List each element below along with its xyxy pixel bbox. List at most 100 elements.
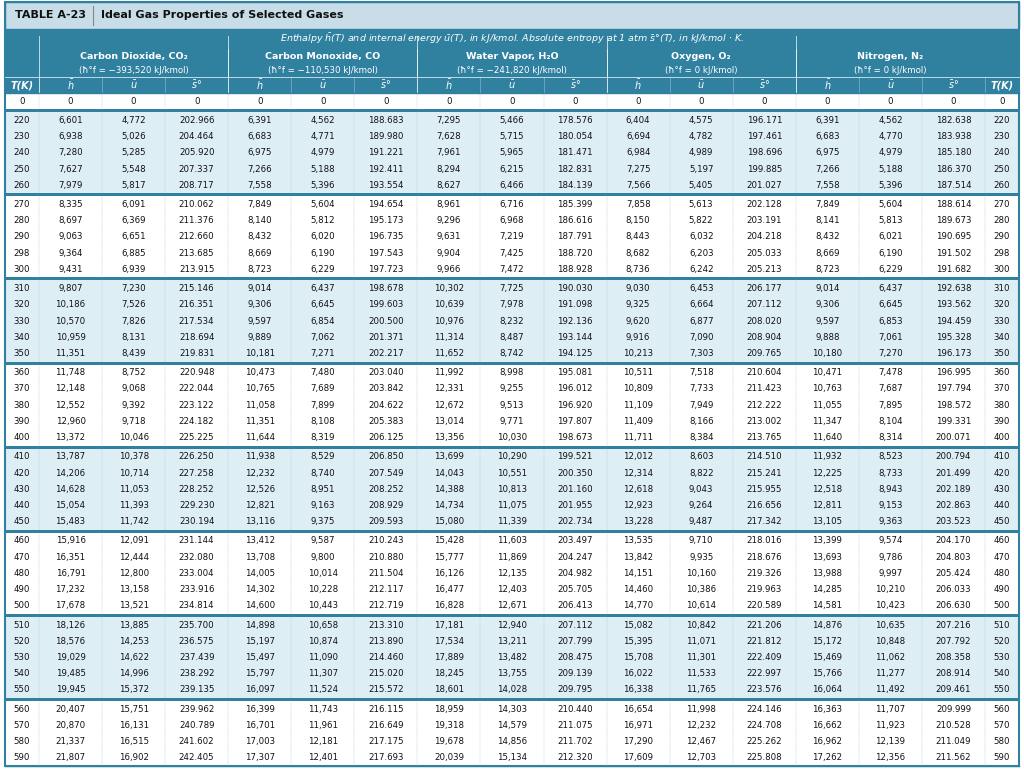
Text: 13,116: 13,116: [245, 517, 274, 526]
Text: Nitrogen, N₂: Nitrogen, N₂: [857, 52, 924, 61]
Text: 15,134: 15,134: [497, 753, 527, 762]
Text: 7,270: 7,270: [879, 349, 903, 358]
Text: 14,898: 14,898: [245, 621, 274, 630]
Text: 9,375: 9,375: [310, 517, 335, 526]
Text: (ħ°f = 0 kJ/kmol): (ħ°f = 0 kJ/kmol): [665, 66, 737, 75]
Text: 7,858: 7,858: [626, 200, 650, 209]
Text: 15,469: 15,469: [812, 653, 843, 662]
Text: 191.502: 191.502: [936, 249, 971, 258]
Text: $\bar{u}$: $\bar{u}$: [508, 79, 516, 91]
Text: 17,232: 17,232: [55, 585, 86, 594]
Bar: [5, 698, 1019, 701]
Text: 11,314: 11,314: [434, 333, 464, 342]
Text: 7,895: 7,895: [879, 400, 902, 410]
Text: 223.122: 223.122: [179, 400, 214, 410]
Text: 217.534: 217.534: [179, 316, 214, 326]
Text: 11,707: 11,707: [876, 705, 905, 714]
Text: 201.160: 201.160: [557, 485, 593, 494]
Text: 9,392: 9,392: [122, 400, 145, 410]
Text: 5,813: 5,813: [879, 216, 903, 225]
Text: 6,683: 6,683: [248, 132, 272, 141]
Text: 18,959: 18,959: [434, 705, 464, 714]
Text: 8,294: 8,294: [436, 165, 461, 173]
Text: 8,432: 8,432: [815, 233, 840, 242]
Text: 8,432: 8,432: [248, 233, 272, 242]
Text: 0: 0: [321, 96, 326, 105]
Text: 16,902: 16,902: [119, 753, 148, 762]
Bar: [5, 633, 1019, 649]
Text: 205.705: 205.705: [557, 585, 593, 594]
Text: 14,285: 14,285: [812, 585, 843, 594]
Text: 201.027: 201.027: [746, 181, 782, 189]
Text: 202.128: 202.128: [746, 200, 782, 209]
Text: 217.342: 217.342: [746, 517, 782, 526]
Text: 9,935: 9,935: [689, 553, 714, 561]
Text: 16,097: 16,097: [245, 685, 274, 695]
Text: 6,854: 6,854: [310, 316, 335, 326]
Text: 6,939: 6,939: [122, 265, 145, 274]
Text: 6,190: 6,190: [879, 249, 902, 258]
Text: 8,166: 8,166: [689, 417, 714, 426]
Text: 500: 500: [13, 601, 31, 611]
Bar: [5, 413, 1019, 430]
Text: 12,148: 12,148: [55, 384, 86, 393]
Text: 202.966: 202.966: [179, 116, 214, 125]
Text: 6,664: 6,664: [689, 300, 714, 310]
Text: 16,126: 16,126: [434, 569, 464, 578]
Text: 350: 350: [13, 349, 31, 358]
Text: 8,487: 8,487: [500, 333, 524, 342]
Text: 232.080: 232.080: [179, 553, 214, 561]
Text: 13,885: 13,885: [119, 621, 148, 630]
Text: 5,817: 5,817: [121, 181, 145, 189]
Text: 13,105: 13,105: [812, 517, 843, 526]
Text: 6,716: 6,716: [500, 200, 524, 209]
Text: 9,966: 9,966: [437, 265, 461, 274]
Text: 215.955: 215.955: [746, 485, 782, 494]
Text: 218.694: 218.694: [179, 333, 214, 342]
Text: 12,403: 12,403: [497, 585, 527, 594]
Text: 11,742: 11,742: [119, 517, 148, 526]
Text: 12,467: 12,467: [686, 737, 716, 746]
Text: 9,363: 9,363: [879, 517, 902, 526]
Text: 280: 280: [13, 216, 31, 225]
Text: 298: 298: [13, 249, 30, 258]
Text: 9,916: 9,916: [626, 333, 650, 342]
Text: 14,028: 14,028: [497, 685, 527, 695]
Text: 6,242: 6,242: [689, 265, 714, 274]
Text: 17,678: 17,678: [55, 601, 86, 611]
Text: 8,627: 8,627: [436, 181, 461, 189]
Bar: [5, 112, 1019, 129]
Text: 11,062: 11,062: [876, 653, 905, 662]
Text: 7,275: 7,275: [626, 165, 650, 173]
Text: 213.915: 213.915: [179, 265, 214, 274]
Text: 450: 450: [993, 517, 1011, 526]
Text: 225.225: 225.225: [179, 433, 214, 442]
Text: 192.411: 192.411: [368, 165, 403, 173]
Text: 8,742: 8,742: [500, 349, 524, 358]
Bar: [5, 565, 1019, 581]
Text: 7,978: 7,978: [500, 300, 524, 310]
Text: 15,372: 15,372: [119, 685, 148, 695]
Text: 187.514: 187.514: [936, 181, 972, 189]
Text: 530: 530: [13, 653, 31, 662]
Text: 9,904: 9,904: [437, 249, 461, 258]
Text: 16,654: 16,654: [623, 705, 653, 714]
Text: 6,601: 6,601: [58, 116, 83, 125]
Text: 197.723: 197.723: [368, 265, 403, 274]
Text: 210.528: 210.528: [936, 721, 972, 730]
Text: 205.213: 205.213: [746, 265, 782, 274]
Text: 14,388: 14,388: [434, 485, 464, 494]
Text: 4,989: 4,989: [689, 149, 714, 157]
Text: 240: 240: [993, 149, 1011, 157]
Bar: [5, 245, 1019, 261]
Text: 210.062: 210.062: [179, 200, 214, 209]
Text: 0: 0: [762, 96, 767, 105]
Text: 9,997: 9,997: [879, 569, 902, 578]
Text: 8,141: 8,141: [815, 216, 840, 225]
Text: 188.614: 188.614: [936, 200, 972, 209]
Text: 0: 0: [68, 96, 74, 105]
Text: 6,984: 6,984: [626, 149, 650, 157]
Text: Ideal Gas Properties of Selected Gases: Ideal Gas Properties of Selected Gases: [101, 11, 343, 21]
Text: 196.171: 196.171: [746, 116, 782, 125]
Bar: [5, 261, 1019, 277]
